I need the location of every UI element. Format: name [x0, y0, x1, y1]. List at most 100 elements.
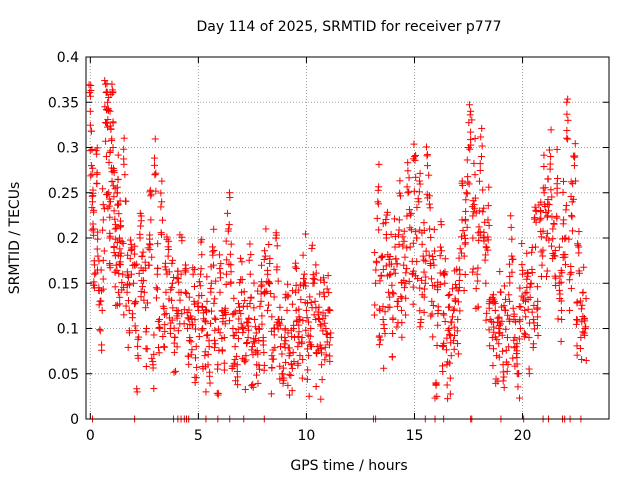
data-point [446, 359, 454, 367]
data-point [485, 221, 493, 229]
data-point [563, 110, 571, 118]
data-point [161, 321, 169, 329]
data-point [290, 358, 298, 366]
data-point [88, 226, 96, 234]
data-point [554, 315, 562, 323]
data-point [495, 340, 503, 348]
data-point [160, 311, 168, 319]
data-point [273, 318, 281, 326]
data-point [412, 173, 420, 181]
data-point [99, 285, 107, 293]
data-point [122, 302, 130, 310]
data-point [420, 285, 428, 293]
data-point [503, 334, 511, 342]
data-point [477, 153, 485, 161]
data-point [416, 284, 424, 292]
data-point [474, 277, 482, 285]
data-point [518, 292, 526, 300]
data-point [484, 236, 492, 244]
data-point [276, 321, 284, 329]
data-point [460, 231, 468, 239]
data-point [225, 189, 233, 197]
data-point [388, 353, 396, 361]
data-point [227, 240, 235, 248]
data-point [409, 300, 417, 308]
data-point [168, 284, 176, 292]
data-point [483, 309, 491, 317]
data-point [484, 216, 492, 224]
data-point [394, 297, 402, 305]
data-point [573, 298, 581, 306]
data-point [575, 249, 583, 257]
data-point [393, 323, 401, 331]
data-point [420, 293, 428, 301]
data-point [386, 253, 394, 261]
data-point [407, 226, 415, 234]
data-point [561, 235, 569, 243]
data-point [463, 190, 471, 198]
data-point [389, 330, 397, 338]
data-point [440, 311, 448, 319]
data-point [99, 185, 107, 193]
data-point [429, 252, 437, 260]
data-point [397, 293, 405, 301]
data-point [117, 252, 125, 260]
data-point [264, 306, 272, 314]
data-point [443, 334, 451, 342]
data-point [317, 344, 325, 352]
data-point [232, 377, 240, 385]
data-point [431, 247, 439, 255]
data-point [289, 348, 297, 356]
data-point [230, 360, 238, 368]
data-point [403, 212, 411, 220]
data-point [215, 346, 223, 354]
data-point [263, 287, 271, 295]
data-point [429, 256, 437, 264]
data-point [461, 271, 469, 279]
data-point [290, 333, 298, 341]
data-point [446, 330, 454, 338]
data-point [284, 293, 292, 301]
data-point [506, 279, 514, 287]
data-point [502, 295, 510, 303]
data-point [393, 302, 401, 310]
data-point [173, 343, 181, 351]
data-point [118, 279, 126, 287]
data-point [417, 318, 425, 326]
data-point [216, 329, 224, 337]
data-point [222, 270, 230, 278]
data-point [473, 270, 481, 278]
data-point [550, 251, 558, 259]
data-point [86, 107, 94, 115]
data-point [456, 307, 464, 315]
data-point [470, 204, 478, 212]
data-point [270, 331, 278, 339]
data-point [404, 167, 412, 175]
data-point [438, 247, 446, 255]
data-point [94, 252, 102, 260]
data-point [535, 201, 543, 209]
data-point [230, 309, 238, 317]
data-point [258, 281, 266, 289]
data-point [170, 339, 178, 347]
data-point [506, 297, 514, 305]
data-point [299, 356, 307, 364]
data-point [267, 289, 275, 297]
data-point [467, 136, 475, 144]
data-point [444, 291, 452, 299]
data-point [447, 318, 455, 326]
data-point [437, 221, 445, 229]
data-point [511, 318, 519, 326]
data-point [537, 228, 545, 236]
data-point [529, 340, 537, 348]
data-point [89, 164, 97, 172]
data-point [99, 256, 107, 264]
data-point [260, 361, 268, 369]
data-point [389, 289, 397, 297]
data-point [557, 306, 565, 314]
data-point [141, 264, 149, 272]
data-point [150, 331, 158, 339]
data-point [374, 186, 382, 194]
data-point [534, 297, 542, 305]
data-point [121, 197, 129, 205]
